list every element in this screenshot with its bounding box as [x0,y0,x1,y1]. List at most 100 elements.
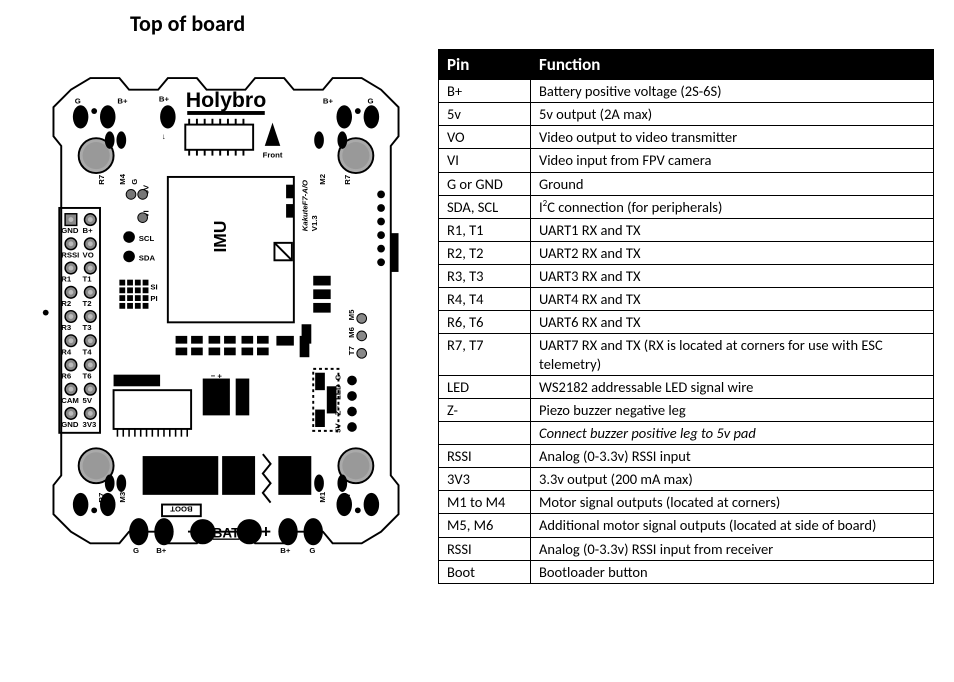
table-row: LEDWS2182 addressable LED signal wire [439,375,934,398]
label-g-tr: G [368,96,374,105]
content-row: G B+ B+ G B+ Holybro Front KakuteF7-A/O … [20,49,934,584]
svg-text:− +: − + [211,372,223,381]
svg-text:G: G [309,546,315,553]
table-row: R2, T2UART2 RX and TX [439,241,934,264]
cell-pin: LED [439,375,531,398]
svg-text:R4: R4 [61,347,72,356]
table-row: 5v5v output (2A max) [439,103,934,126]
table-row: 3V33.3v output (200 mA max) [439,468,934,491]
table-column: Pin Function B+Battery positive voltage … [438,49,934,584]
svg-text:GND: GND [61,226,79,235]
cell-pin: Z- [439,398,531,421]
table-row: G or GNDGround [439,172,934,195]
svg-text:R7: R7 [97,493,106,503]
svg-text:R7: R7 [97,175,106,185]
table-row: R6, T6UART6 RX and TX [439,311,934,334]
cell-function: UART6 RX and TX [531,311,934,334]
board-brand: Holybro [186,88,267,112]
label-version: V1.3 [310,215,319,232]
cell-pin: R7, T7 [439,334,531,375]
label-pi: PI [150,294,157,303]
svg-text:RSSI: RSSI [61,250,79,259]
table-row: Z-Piezo buzzer negative leg [439,398,934,421]
cell-pin: RSSI [439,537,531,560]
cell-pin: R1, T1 [439,218,531,241]
cell-function: UART3 RX and TX [531,265,934,288]
label-front: Front [263,151,283,160]
svg-text:−: − [187,521,197,541]
svg-text:R7: R7 [343,493,352,503]
cell-function: WS2182 addressable LED signal wire [531,375,934,398]
cell-function: Ground [531,172,934,195]
cell-pin: M5, M6 [439,514,531,537]
table-row: R7, T7UART7 RX and TX (RX is located at … [439,334,934,375]
table-row: R4, T4UART4 RX and TX [439,288,934,311]
cell-function: Bootloader button [531,560,934,583]
cell-pin: R4, T4 [439,288,531,311]
cell-function: Additional motor signal outputs (located… [531,514,934,537]
svg-text:B+: B+ [83,226,94,235]
cell-function: Analog (0-3.3v) RSSI input from receiver [531,537,934,560]
label-g-tl: G [75,96,81,105]
cell-function: Battery positive voltage (2S-6S) [531,80,934,103]
svg-text:T6: T6 [83,372,93,381]
label-bplus-tr: B+ [323,96,334,105]
svg-text:M2: M2 [318,174,327,185]
label-model: KakuteF7-A/O [300,180,309,231]
cell-function: UART2 RX and TX [531,241,934,264]
cell-pin: 3V3 [439,468,531,491]
cell-function: UART4 RX and TX [531,288,934,311]
page-title: Top of board [130,10,934,37]
pcb-column: G B+ B+ G B+ Holybro Front KakuteF7-A/O … [20,49,420,584]
svg-text:+: + [261,521,271,541]
cell-function: I2C connection (for peripherals) [531,195,934,218]
svg-text:R6: R6 [61,372,72,381]
cell-function: 5v output (2A max) [531,103,934,126]
svg-text:R1: R1 [61,275,72,284]
cell-function: Video output to video transmitter [531,126,934,149]
svg-text:R2: R2 [61,299,71,308]
svg-text:M5: M5 [347,309,356,320]
pcb-image: G B+ B+ G B+ Holybro Front KakuteF7-A/O … [20,49,420,553]
cell-function: Video input from FPV camera [531,149,934,172]
svg-text:G: G [130,179,139,185]
th-pin: Pin [439,50,531,80]
table-row: R1, T1UART1 RX and TX [439,218,934,241]
cell-pin: Boot [439,560,531,583]
svg-text:B+: B+ [156,546,167,553]
label-sda: SDA [139,253,156,262]
svg-text:3V3: 3V3 [83,420,97,429]
cell-pin: R6, T6 [439,311,531,334]
svg-text:R7: R7 [343,175,352,185]
table-row: RSSIAnalog (0-3.3v) RSSI input [439,445,934,468]
table-row: M1 to M4Motor signal outputs (located at… [439,491,934,514]
table-row: RSSIAnalog (0-3.3v) RSSI input from rece… [439,537,934,560]
svg-text:M1: M1 [318,491,327,502]
svg-text:T1: T1 [83,275,93,284]
label-bat: BAT [213,525,241,540]
pin-table: Pin Function B+Battery positive voltage … [438,49,934,584]
label-bplus-topcenter: B+ [159,94,170,103]
table-row: VIVideo input from FPV camera [439,149,934,172]
cell-pin: VO [439,126,531,149]
cell-pin: 5v [439,103,531,126]
svg-text:B+: B+ [280,546,291,553]
cell-pin: RSSI [439,445,531,468]
svg-text:VO: VO [83,250,94,259]
cell-function: UART1 RX and TX [531,218,934,241]
cell-function: Analog (0-3.3v) RSSI input [531,445,934,468]
cell-pin: M1 to M4 [439,491,531,514]
pin-table-body: B+Battery positive voltage (2S-6S)5v5v o… [439,80,934,584]
cell-pin: SDA, SCL [439,195,531,218]
svg-text:M3: M3 [118,491,127,502]
svg-text:GND: GND [61,420,79,429]
cell-pin: G or GND [439,172,531,195]
svg-text:M4: M4 [118,173,127,184]
svg-text:T2: T2 [83,299,92,308]
cell-function: Connect buzzer positive leg to 5v pad [531,421,934,444]
table-row: M5, M6Additional motor signal outputs (l… [439,514,934,537]
svg-text:T7: T7 [347,346,356,355]
label-scl: SCL [139,234,155,243]
table-row: SDA, SCLI2C connection (for peripherals) [439,195,934,218]
svg-text:5V: 5V [83,396,93,405]
